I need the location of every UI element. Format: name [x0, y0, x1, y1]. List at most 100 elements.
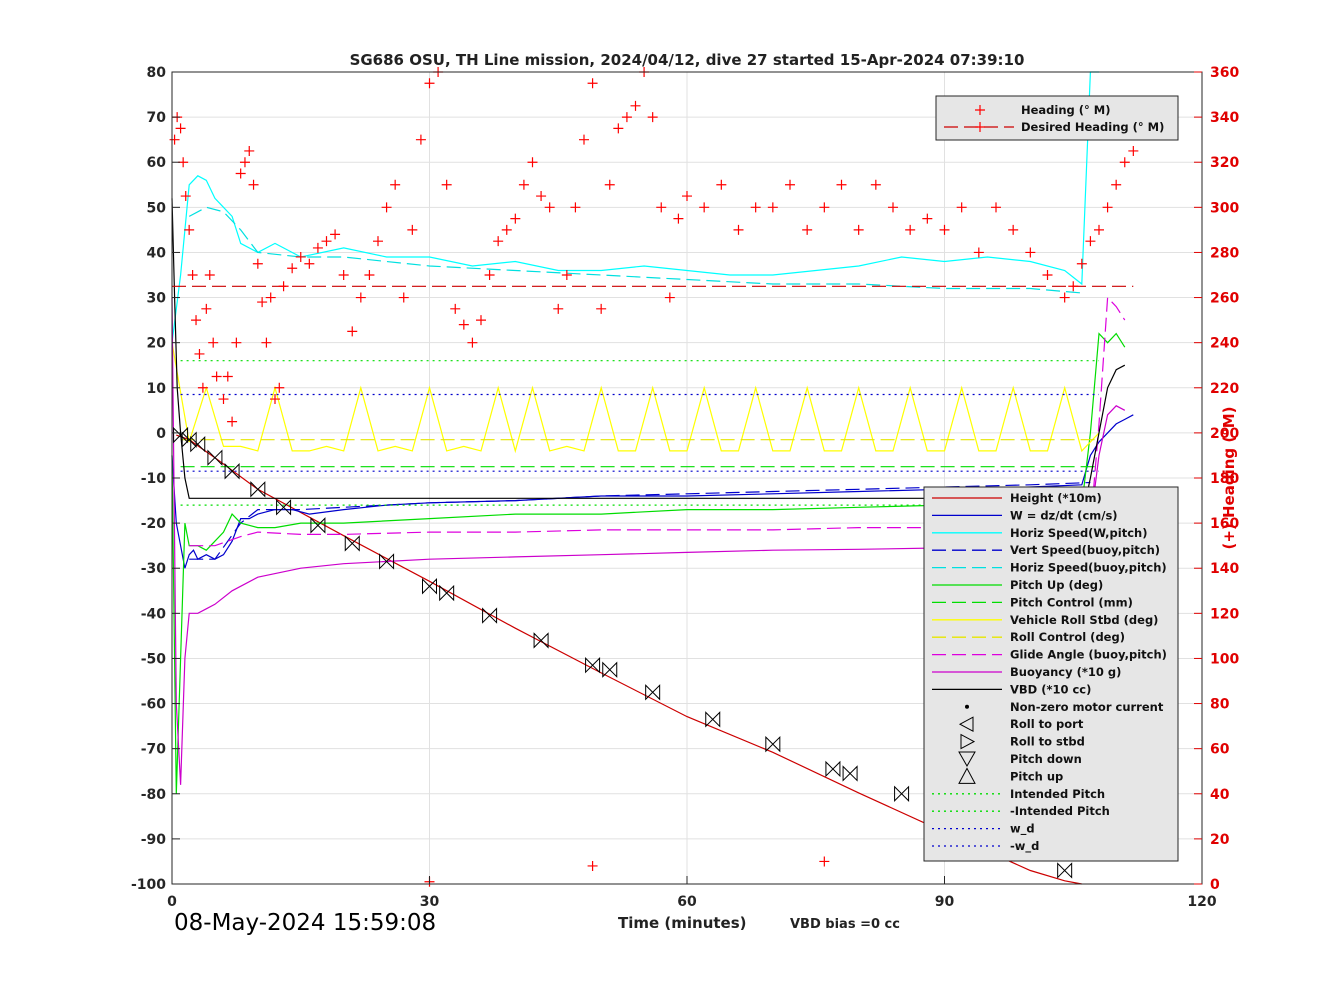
heading-point: [187, 270, 198, 280]
legend-label: Intended Pitch: [1010, 787, 1105, 801]
heading-point: [270, 394, 280, 405]
legend-label: Horiz Speed(buoy,pitch): [1010, 561, 1167, 575]
heading-point: [467, 337, 478, 348]
heading-point: [304, 258, 315, 269]
event-marker: [190, 435, 206, 453]
heading-point: [1094, 224, 1104, 235]
heading-point: [733, 224, 744, 235]
y2-tick-label: 60: [1210, 742, 1230, 758]
series-line: [189, 296, 1126, 547]
y2-tick-label: 180: [1210, 471, 1239, 487]
x-tick-label: 0: [167, 894, 177, 910]
heading-point: [587, 860, 598, 871]
y2-tick-label: 20: [1210, 832, 1230, 848]
heading-point: [664, 292, 675, 303]
heading-point: [1068, 281, 1079, 292]
heading-point: [853, 224, 864, 235]
heading-point: [180, 191, 191, 202]
legend-label: Horiz Speed(W,pitch): [1010, 526, 1147, 540]
event-marker: [482, 607, 498, 624]
y2-tick-label: 100: [1210, 651, 1239, 667]
legend-label: W = dz/dt (cm/s): [1010, 508, 1118, 522]
y-tick-label: 70: [147, 110, 167, 126]
y-tick-label: -100: [131, 877, 166, 893]
y2-tick-label: 0: [1210, 877, 1220, 893]
heading-point: [767, 202, 778, 213]
legend-swatch: [958, 751, 976, 768]
event-marker: [602, 661, 618, 678]
legend-label: Pitch Up (deg): [1010, 578, 1103, 592]
heading-point: [536, 191, 547, 202]
main-legend: Height (*10m) W = dz/dt (cm/s) Horiz Speed…: [923, 486, 1179, 862]
y-tick-label: 30: [147, 291, 167, 307]
legend-label: Vehicle Roll Stbd (deg): [1010, 613, 1158, 627]
heading-point: [802, 224, 813, 235]
heading-legend-swatch: [975, 105, 985, 115]
event-marker: [379, 553, 395, 570]
heading-point: [493, 236, 504, 247]
heading-point: [321, 236, 332, 247]
heading-point: [252, 258, 263, 269]
event-marker: [344, 535, 360, 552]
heading-point: [1076, 258, 1087, 269]
legend-label: VBD (*10 cc): [1010, 682, 1091, 696]
heading-point: [201, 303, 212, 314]
heading-point: [1102, 202, 1113, 213]
y2-tick-label: 160: [1210, 516, 1239, 532]
event-marker: [173, 426, 189, 444]
heading-point: [239, 157, 250, 168]
event-marker: [585, 657, 601, 674]
heading-point: [587, 78, 598, 89]
y2-tick-label: 80: [1210, 697, 1230, 713]
event-marker: [181, 431, 197, 448]
heading-point: [424, 78, 435, 89]
series-line: [188, 206, 1082, 294]
event-marker: [422, 578, 437, 595]
legend-swatch: [960, 733, 976, 750]
y-tick-label: 0: [156, 426, 166, 442]
heading-legend: Heading (° M) Desired Heading (° M): [935, 95, 1179, 141]
heading-point: [227, 416, 238, 427]
heading-point: [819, 202, 830, 213]
y2-tick-label: 320: [1210, 155, 1239, 171]
y-tick-label: 10: [147, 381, 167, 397]
event-marker: [894, 785, 910, 802]
heading-point: [312, 242, 323, 253]
series-line: [171, 71, 1099, 343]
heading-point: [407, 224, 418, 235]
y-tick-label: -70: [141, 742, 167, 758]
heading-point: [922, 213, 933, 224]
legend-swatch: [958, 716, 974, 733]
y2-tick-label: 340: [1210, 110, 1239, 126]
heading-point: [1119, 157, 1130, 168]
series-line: [171, 342, 1100, 454]
y2-axis-label: (+) Heading (°M): [1220, 406, 1238, 549]
legend-label: Pitch up: [1010, 769, 1063, 783]
heading-point: [1025, 247, 1036, 258]
heading-point: [1008, 224, 1019, 235]
heading-point: [527, 157, 538, 168]
heading-point: [1042, 270, 1053, 280]
heading-point: [390, 179, 401, 190]
heading-point: [613, 123, 624, 134]
vbd-bias-label: VBD bias =0 cc: [790, 917, 900, 932]
heading-point: [169, 134, 180, 145]
heading-point: [518, 179, 529, 190]
y-axis-ticks: 80 70 60 50 40 30 20 10 0 -10 -20 -30 -40 -50 -60 -70 -8…: [131, 65, 180, 893]
heading-point: [347, 326, 358, 337]
x-tick-label: 60: [677, 894, 697, 910]
heading-point: [1059, 292, 1070, 303]
plot-timestamp: 08-May-2024 15:59:08: [174, 910, 437, 936]
legend-label: Roll Control (deg): [1010, 630, 1125, 644]
heading-point: [785, 179, 795, 190]
legend-label: w_d: [1010, 822, 1035, 837]
y2-tick-label: 200: [1210, 426, 1239, 442]
heading-points: [169, 67, 1139, 887]
y-tick-label: -10: [141, 471, 167, 487]
event-marker: [825, 760, 841, 778]
legend-label: Glide Angle (buoy,pitch): [1010, 648, 1167, 662]
legend-label: -w_d: [1010, 839, 1039, 854]
heading-point: [699, 202, 710, 213]
heading-point: [278, 281, 289, 292]
heading-point: [870, 179, 881, 190]
